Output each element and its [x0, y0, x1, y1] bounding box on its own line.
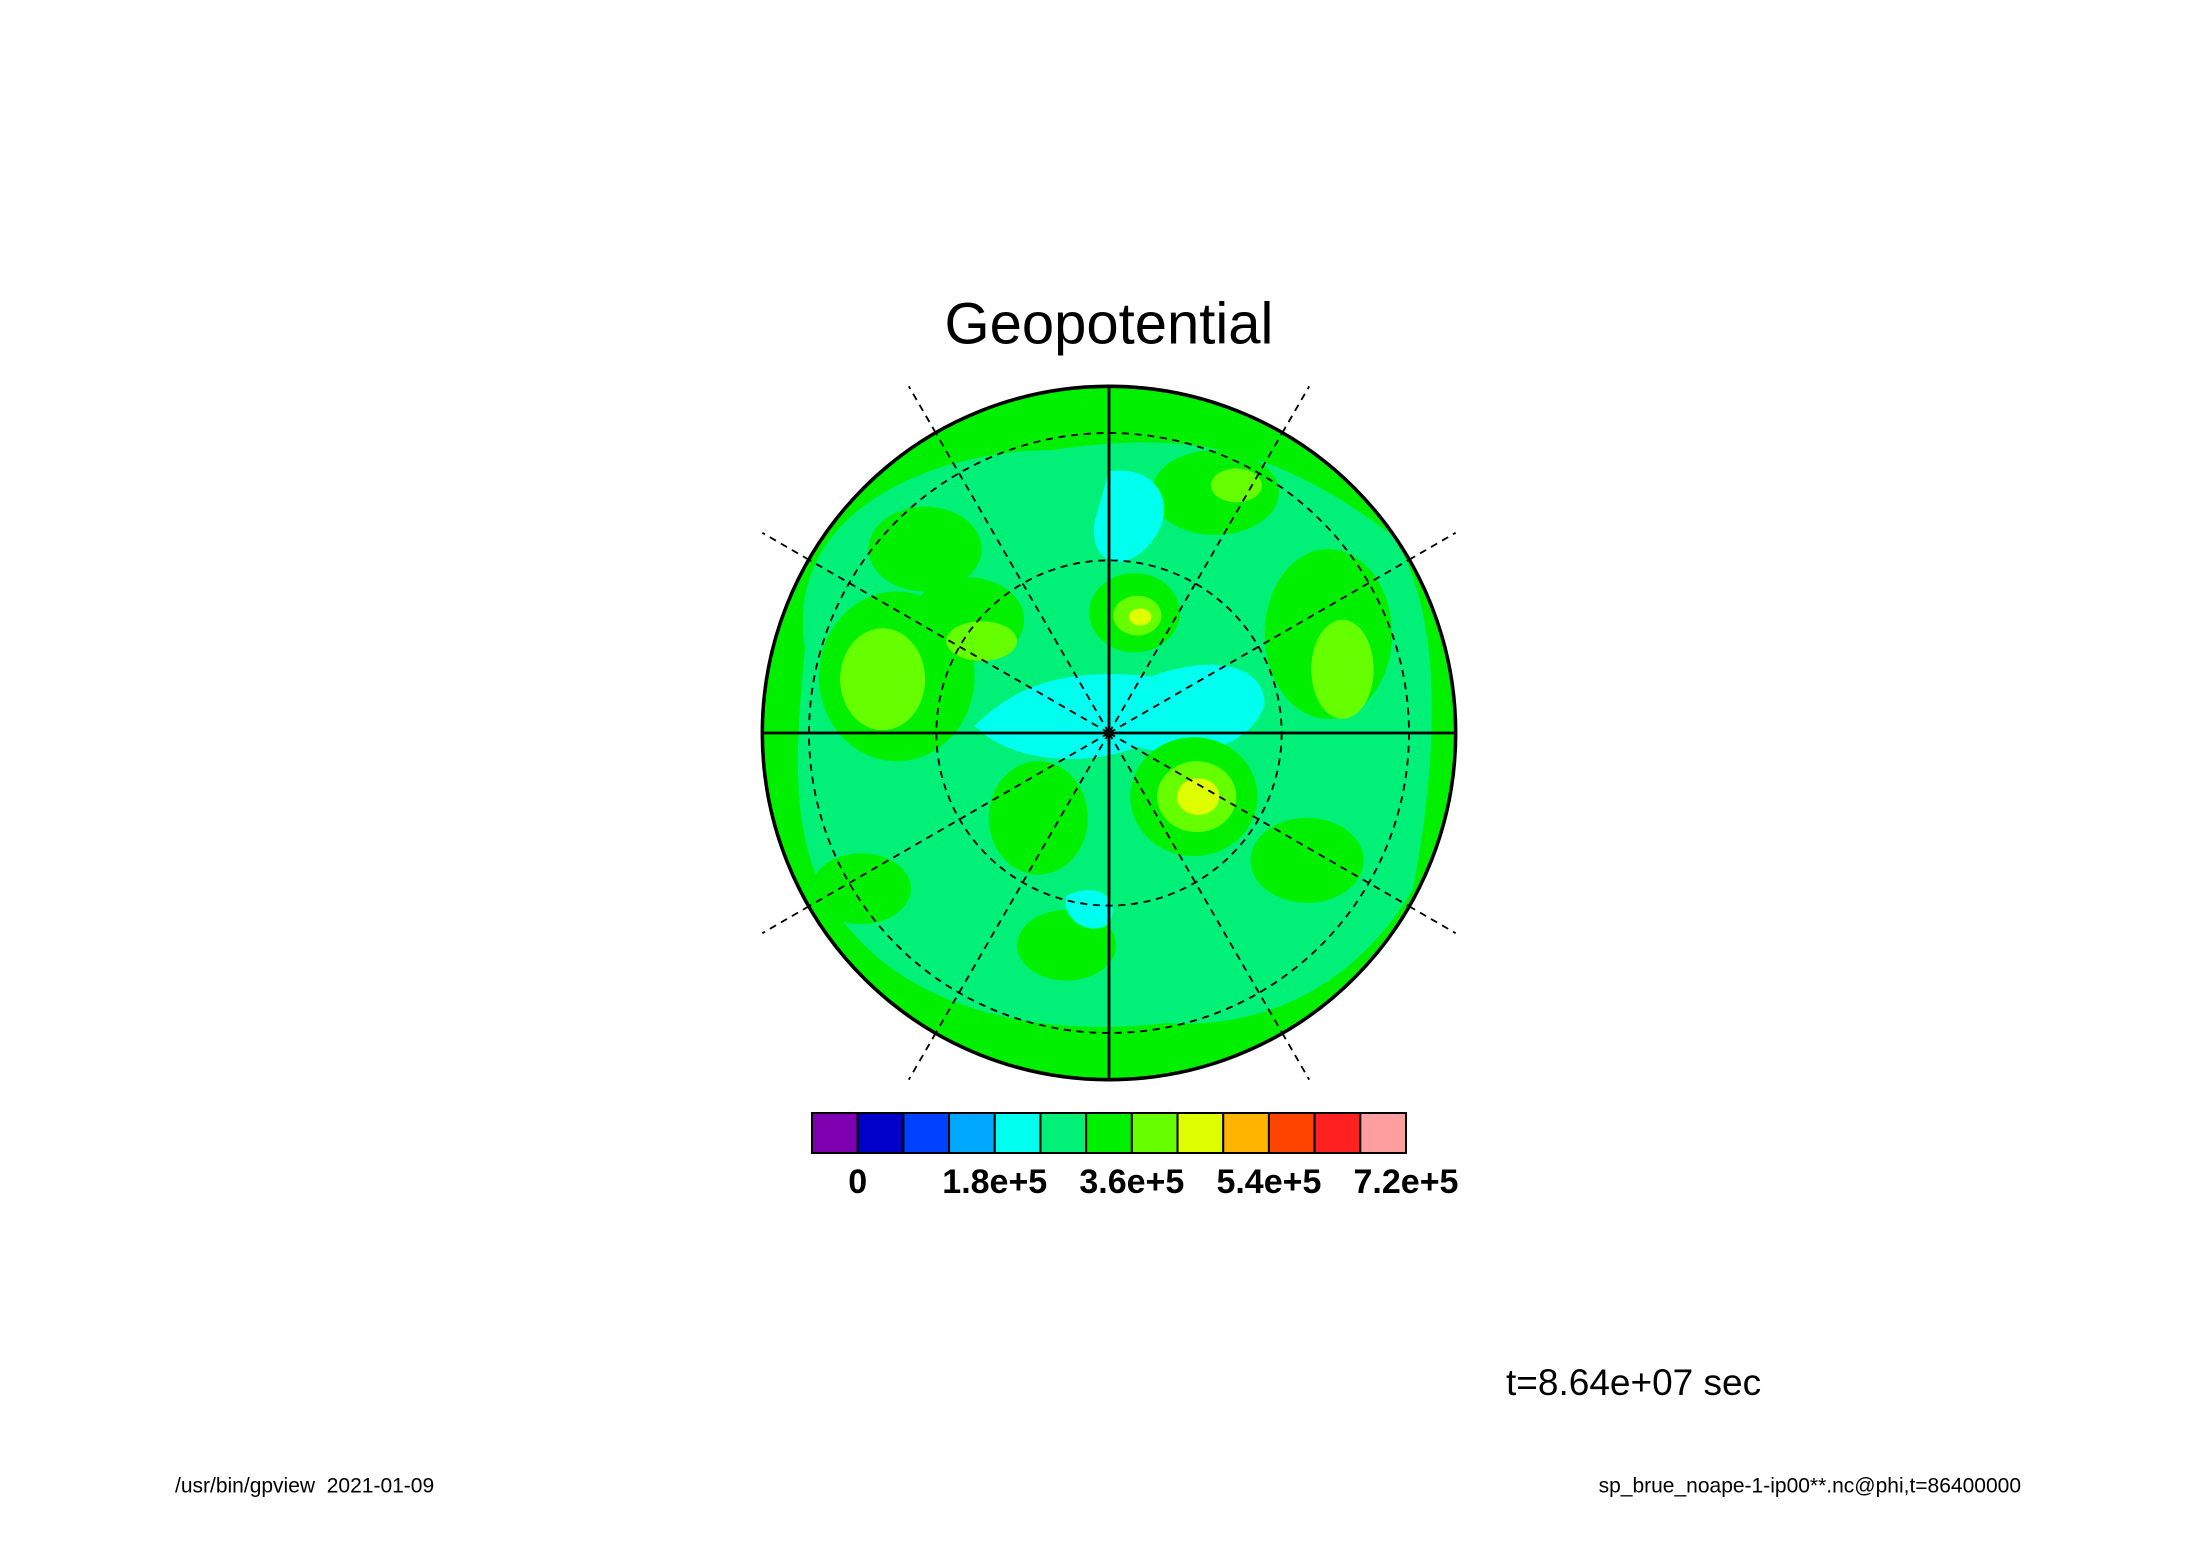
colorbar-box: [1039, 1112, 1088, 1154]
colorbar-tick-label: 7.2e+5: [1354, 1163, 1459, 1201]
colorbar-box: [1085, 1112, 1133, 1154]
footer-left: /usr/bin/gpview 2021-01-09: [175, 1475, 434, 1498]
chart-title: Geopotential: [945, 291, 1274, 356]
colorbar-box: [856, 1112, 905, 1154]
colorbar-box: [1130, 1112, 1179, 1154]
colorbar-tick-label: 1.8e+5: [942, 1163, 1047, 1201]
colorbar-box: [948, 1112, 996, 1154]
colorbar-box: [902, 1112, 951, 1154]
polar-map: [760, 384, 1458, 1082]
colorbar-tick-label: 5.4e+5: [1216, 1163, 1321, 1201]
colorbar-box: [1222, 1112, 1270, 1154]
colorbar-box: [1359, 1112, 1408, 1154]
colorbar-tick-label: 3.6e+5: [1079, 1163, 1184, 1201]
colorbar-tick-label: 0: [848, 1163, 867, 1201]
colorbar-box: [1313, 1112, 1362, 1154]
colorbar-box: [811, 1112, 859, 1154]
time-label: t=8.64e+07 sec: [1506, 1362, 1761, 1403]
footer-right: sp_brue_noape-1-ip00**.nc@phi,t=86400000: [1599, 1475, 2021, 1498]
colorbar-box: [993, 1112, 1042, 1154]
colorbar-box: [1176, 1112, 1225, 1154]
colorbar-box: [1267, 1112, 1316, 1154]
